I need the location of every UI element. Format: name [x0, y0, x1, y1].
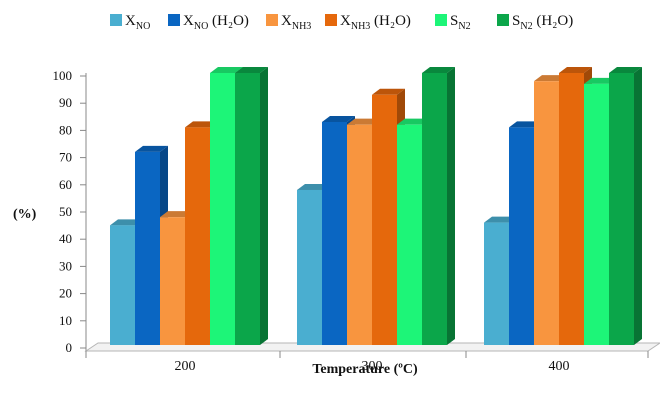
legend-label: XNH3 (H₂O)	[340, 13, 411, 32]
bar-top	[210, 67, 243, 73]
legend-swatch	[168, 14, 180, 26]
bar-top	[484, 216, 517, 223]
legend-item: XNO (H₂O)	[168, 13, 249, 32]
bar-top	[160, 211, 193, 218]
x-axis: 200 300 400	[85, 350, 649, 374]
y-tick-label: 20	[59, 286, 72, 301]
x-axis-title: Temperature (ºC)	[312, 362, 418, 377]
bar-top	[509, 121, 542, 128]
legend-label: XNH3	[281, 13, 311, 32]
y-tick-label: 90	[59, 95, 72, 110]
bar-front	[584, 83, 609, 345]
x-tick-label: 400	[549, 359, 570, 374]
y-tick-label: 10	[59, 313, 72, 328]
bar-front	[110, 225, 135, 345]
legend-swatch	[325, 14, 337, 26]
bar-front	[135, 151, 160, 345]
y-tick-label: 70	[59, 150, 72, 165]
bar-front	[559, 73, 584, 345]
bar-front	[322, 121, 347, 346]
bar-side	[447, 67, 455, 345]
bar-front	[484, 222, 509, 345]
bar-front	[347, 124, 372, 346]
bar-top	[372, 88, 405, 95]
bar-front	[372, 94, 397, 345]
bar-front	[509, 127, 534, 346]
legend-swatch	[110, 14, 122, 26]
bar-top	[559, 67, 592, 73]
y-tick-label: 30	[59, 258, 72, 273]
bar-top	[185, 121, 218, 128]
chart-legend: XNO XNO (H₂O) XNH3 XNH3 (H₂O) SN2 SN2 (H₂O)	[110, 13, 573, 32]
bar-side	[260, 67, 268, 345]
legend-item: XNO	[110, 13, 150, 32]
y-axis: 0 10 20 30 40 50 60 70 80 90 100	[53, 68, 87, 355]
y-axis-title: (%)	[13, 207, 37, 222]
legend-item: SN2	[435, 13, 471, 32]
y-tick-label: 40	[59, 231, 72, 246]
bar	[422, 67, 455, 345]
bar-front	[534, 81, 559, 345]
legend-label: XNO (H₂O)	[183, 13, 249, 32]
legend-swatch	[497, 14, 509, 26]
y-tick-label: 60	[59, 177, 72, 192]
legend-item: XNH3	[266, 13, 311, 32]
x-tick-label: 300	[362, 359, 383, 374]
legend-item: SN2 (H₂O)	[497, 13, 573, 32]
bar-top	[609, 67, 642, 73]
legend-label: XNO	[125, 13, 150, 32]
bar-side	[634, 67, 642, 345]
bar	[235, 67, 268, 345]
bar-front	[210, 73, 235, 345]
bar-top	[110, 219, 143, 226]
bar	[160, 211, 193, 345]
legend-swatch	[435, 14, 447, 26]
bar-front	[160, 217, 185, 345]
bar-series	[110, 67, 642, 346]
bar-top	[397, 118, 430, 125]
legend-item: XNH3 (H₂O)	[325, 13, 411, 32]
legend-label: SN2	[450, 13, 471, 32]
bar	[609, 67, 642, 345]
y-tick-label: 80	[59, 122, 72, 137]
bar-top	[347, 118, 380, 125]
bar-front	[609, 73, 634, 345]
bar-top	[235, 67, 268, 73]
bar-top	[322, 115, 355, 122]
bar-top	[534, 75, 567, 82]
y-tick-label: 100	[53, 68, 73, 83]
bar-top	[135, 145, 168, 152]
y-tick-label: 0	[66, 340, 73, 355]
bar-top	[297, 183, 330, 190]
bar-front	[397, 124, 422, 346]
bar-front	[185, 127, 210, 346]
bar-top	[584, 77, 617, 84]
legend-swatch	[266, 14, 278, 26]
bar-front	[235, 73, 260, 345]
bar-front	[422, 73, 447, 345]
x-tick-label: 200	[175, 359, 196, 374]
legend-label: SN2 (H₂O)	[512, 13, 573, 32]
y-tick-label: 50	[59, 204, 72, 219]
bar-top	[422, 67, 455, 73]
bar-front	[297, 189, 322, 345]
